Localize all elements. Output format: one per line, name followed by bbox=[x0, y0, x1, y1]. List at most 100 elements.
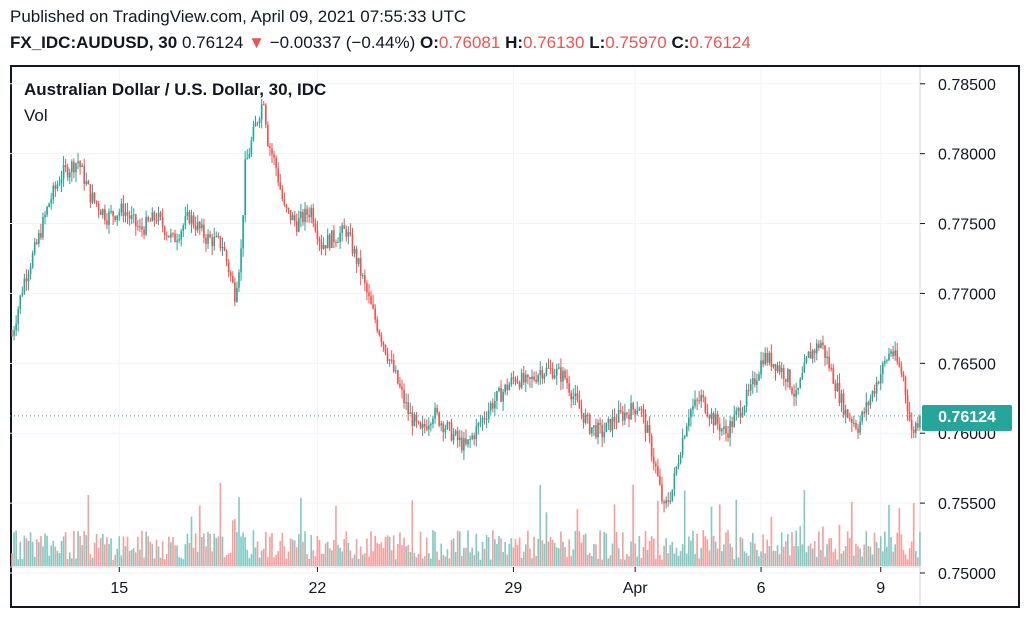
candle-body bbox=[163, 226, 166, 236]
volume-bar bbox=[394, 559, 397, 566]
volume-bar bbox=[97, 547, 100, 566]
volume-bar bbox=[304, 531, 306, 566]
candle-body bbox=[867, 402, 870, 406]
candle-body bbox=[147, 217, 150, 221]
volume-bar bbox=[902, 549, 905, 566]
candle-body bbox=[27, 274, 30, 282]
candle-body bbox=[799, 378, 802, 389]
volume-bar bbox=[628, 556, 630, 566]
candle-body bbox=[912, 429, 915, 433]
volume-bar bbox=[690, 540, 692, 566]
candle-body bbox=[675, 466, 678, 474]
volume-bar bbox=[818, 531, 820, 566]
candle-body bbox=[737, 408, 740, 411]
volume-bar bbox=[900, 534, 903, 566]
symbol-name: FX_IDC:AUDUSD, 30 bbox=[10, 33, 178, 52]
volume-bar bbox=[640, 558, 643, 566]
candle-body bbox=[124, 212, 127, 216]
candle-body bbox=[803, 362, 806, 373]
candle-body bbox=[910, 420, 913, 430]
candle-body bbox=[716, 414, 719, 425]
volume-bar bbox=[702, 530, 705, 566]
volume-label: Vol bbox=[24, 106, 48, 125]
volume-bar bbox=[588, 552, 591, 566]
volume-bar bbox=[890, 536, 892, 566]
volume-bar bbox=[836, 559, 839, 566]
candle-body bbox=[607, 418, 610, 423]
candle-body bbox=[155, 220, 158, 222]
candle-body bbox=[782, 367, 785, 380]
candle-body bbox=[838, 382, 841, 403]
volume-bar bbox=[481, 541, 484, 566]
volume-bar bbox=[110, 538, 112, 566]
candle-body bbox=[871, 391, 874, 399]
candle-body bbox=[815, 343, 818, 354]
volume-bar bbox=[558, 548, 560, 566]
candle-body bbox=[143, 229, 145, 235]
candle-body bbox=[723, 426, 725, 429]
volume-bar bbox=[99, 538, 102, 566]
down-arrow-icon: ▼ bbox=[248, 33, 265, 52]
candle-body bbox=[809, 351, 812, 359]
candle-body bbox=[434, 407, 436, 419]
candle-body bbox=[541, 370, 544, 379]
volume-bar bbox=[120, 555, 123, 566]
volume-bar bbox=[176, 545, 178, 566]
volume-bar bbox=[756, 549, 758, 566]
volume-bar bbox=[766, 539, 769, 566]
volume-bar bbox=[784, 541, 787, 566]
candle-body bbox=[807, 351, 810, 358]
candle-body bbox=[588, 414, 591, 434]
volume-bar bbox=[737, 557, 740, 566]
candle-body bbox=[151, 212, 154, 222]
volume-bar bbox=[648, 540, 651, 566]
y-tick-label: 0.75000 bbox=[938, 566, 996, 583]
volume-bar bbox=[688, 536, 690, 566]
volume-bar bbox=[677, 555, 680, 566]
volume-bar bbox=[277, 551, 280, 566]
candle-body bbox=[73, 161, 75, 173]
candle-body bbox=[669, 500, 672, 502]
volume-bar bbox=[787, 534, 789, 566]
volume-bar bbox=[776, 545, 779, 566]
candle-body bbox=[300, 211, 302, 219]
volume-bar bbox=[31, 541, 34, 566]
y-tick-label: 0.77500 bbox=[938, 217, 996, 234]
candle-body bbox=[347, 232, 350, 237]
volume-bar bbox=[458, 531, 461, 566]
candle-body bbox=[865, 402, 868, 414]
volume-bar bbox=[320, 553, 323, 566]
volume-bar bbox=[335, 505, 337, 566]
candle-body bbox=[661, 484, 663, 502]
volume-bar bbox=[21, 558, 24, 566]
volume-bar bbox=[543, 543, 546, 566]
volume-bar bbox=[795, 530, 797, 566]
candle-body bbox=[207, 234, 209, 244]
volume-bar bbox=[815, 556, 818, 566]
candle-body bbox=[188, 212, 191, 224]
volume-bar bbox=[838, 524, 841, 566]
candle-body bbox=[114, 216, 116, 221]
volume-bar bbox=[196, 551, 199, 566]
candle-body bbox=[421, 423, 424, 429]
candle-body bbox=[855, 422, 857, 429]
candle-body bbox=[751, 378, 754, 385]
candle-body bbox=[624, 412, 626, 421]
chart-frame[interactable] bbox=[10, 65, 1020, 608]
volume-bar bbox=[372, 551, 374, 566]
volume-bar bbox=[741, 538, 744, 566]
candle-body bbox=[213, 236, 216, 247]
low-value: 0.75970 bbox=[605, 33, 667, 52]
volume-bar bbox=[537, 538, 540, 566]
published-line: Published on TradingView.com, April 09, … bbox=[10, 7, 467, 26]
volume-bar bbox=[533, 536, 535, 566]
candle-body bbox=[489, 403, 492, 411]
candle-body bbox=[710, 413, 713, 419]
volume-bar bbox=[444, 556, 447, 566]
volume-bar bbox=[411, 500, 414, 566]
volume-bar bbox=[44, 533, 46, 566]
candle-body bbox=[425, 426, 428, 430]
volume-bar bbox=[390, 550, 393, 566]
volume-bar bbox=[423, 556, 426, 566]
